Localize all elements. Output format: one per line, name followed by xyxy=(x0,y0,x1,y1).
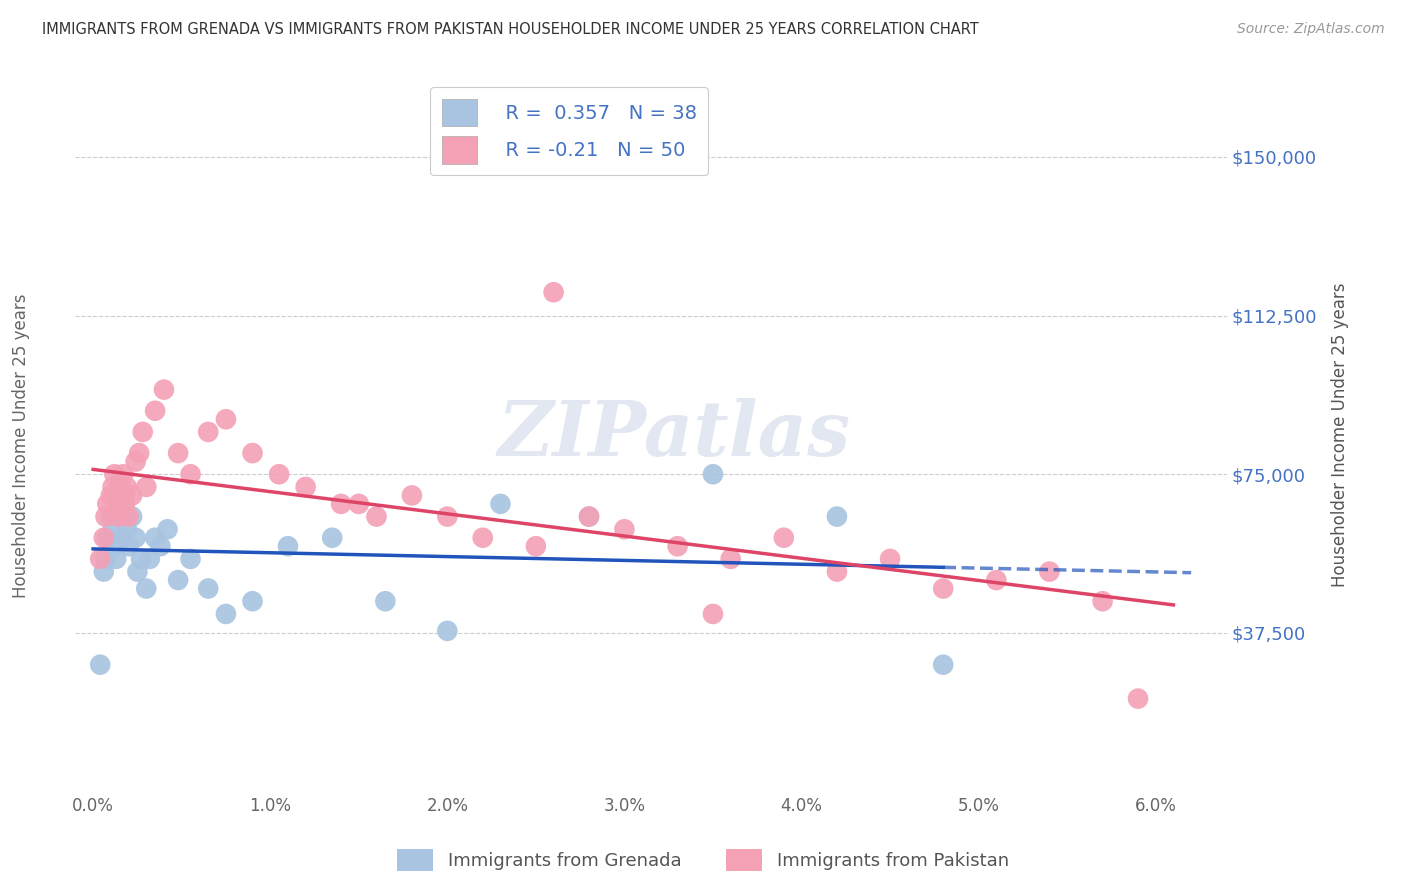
Point xyxy=(1038,565,1060,579)
Point xyxy=(89,552,111,566)
Point xyxy=(366,509,388,524)
Point xyxy=(105,497,128,511)
Point xyxy=(103,467,125,482)
Point xyxy=(110,488,132,502)
Point xyxy=(180,552,202,566)
Point xyxy=(114,497,136,511)
Text: ZIPatlas: ZIPatlas xyxy=(498,398,851,472)
Point xyxy=(121,488,143,502)
Point xyxy=(108,480,131,494)
Point xyxy=(772,531,794,545)
Point xyxy=(167,573,190,587)
Point xyxy=(124,454,146,468)
Point xyxy=(471,531,494,545)
Point xyxy=(666,539,689,553)
Point xyxy=(720,552,742,566)
Point xyxy=(103,539,125,553)
Point xyxy=(115,522,138,536)
Point xyxy=(100,488,122,502)
Point xyxy=(197,425,219,439)
Point xyxy=(321,531,343,545)
Point xyxy=(294,480,316,494)
Point xyxy=(117,509,139,524)
Point xyxy=(143,403,166,417)
Point xyxy=(112,531,135,545)
Point xyxy=(215,607,238,621)
Point xyxy=(267,467,290,482)
Point xyxy=(489,497,512,511)
Point xyxy=(932,582,955,596)
Point xyxy=(124,531,146,545)
Point xyxy=(96,497,118,511)
Point xyxy=(108,480,131,494)
Text: Source: ZipAtlas.com: Source: ZipAtlas.com xyxy=(1237,22,1385,37)
Point xyxy=(436,509,458,524)
Point xyxy=(114,488,136,502)
Point xyxy=(94,552,117,566)
Point xyxy=(101,480,124,494)
Point xyxy=(986,573,1008,587)
Point xyxy=(347,497,370,511)
Point xyxy=(149,539,172,553)
Y-axis label: Householder Income Under 25 years: Householder Income Under 25 years xyxy=(1331,283,1348,587)
Point xyxy=(129,552,152,566)
Point xyxy=(93,565,115,579)
Point xyxy=(180,467,202,482)
Text: Householder Income Under 25 years: Householder Income Under 25 years xyxy=(13,293,30,599)
Point xyxy=(215,412,238,426)
Point xyxy=(107,497,129,511)
Point xyxy=(96,531,118,545)
Point xyxy=(156,522,179,536)
Point xyxy=(197,582,219,596)
Point xyxy=(613,522,636,536)
Point xyxy=(277,539,299,553)
Point xyxy=(578,509,600,524)
Point xyxy=(702,607,724,621)
Point xyxy=(139,552,162,566)
Text: IMMIGRANTS FROM GRENADA VS IMMIGRANTS FROM PAKISTAN HOUSEHOLDER INCOME UNDER 25 : IMMIGRANTS FROM GRENADA VS IMMIGRANTS FR… xyxy=(42,22,979,37)
Legend: Immigrants from Grenada, Immigrants from Pakistan: Immigrants from Grenada, Immigrants from… xyxy=(389,842,1017,879)
Point xyxy=(107,509,129,524)
Point xyxy=(401,488,423,502)
Point xyxy=(374,594,396,608)
Point xyxy=(879,552,901,566)
Point xyxy=(242,594,264,608)
Point xyxy=(112,467,135,482)
Point xyxy=(117,539,139,553)
Point xyxy=(436,624,458,638)
Point xyxy=(825,565,848,579)
Point xyxy=(127,565,149,579)
Point xyxy=(702,467,724,482)
Point xyxy=(153,383,176,397)
Point xyxy=(1091,594,1114,608)
Legend:   R =  0.357   N = 38,   R = -0.21   N = 50: R = 0.357 N = 38, R = -0.21 N = 50 xyxy=(430,87,709,175)
Point xyxy=(242,446,264,460)
Point xyxy=(543,285,565,300)
Point xyxy=(524,539,547,553)
Point xyxy=(115,480,138,494)
Point xyxy=(1126,691,1149,706)
Point xyxy=(135,582,157,596)
Point xyxy=(330,497,353,511)
Point xyxy=(100,509,122,524)
Point xyxy=(135,480,157,494)
Point xyxy=(143,531,166,545)
Point xyxy=(825,509,848,524)
Point xyxy=(167,446,190,460)
Point xyxy=(110,509,132,524)
Point xyxy=(105,552,128,566)
Point xyxy=(101,522,124,536)
Point xyxy=(132,425,155,439)
Point xyxy=(578,509,600,524)
Point xyxy=(932,657,955,672)
Point xyxy=(93,531,115,545)
Point xyxy=(94,509,117,524)
Point xyxy=(128,446,150,460)
Point xyxy=(89,657,111,672)
Point xyxy=(121,509,143,524)
